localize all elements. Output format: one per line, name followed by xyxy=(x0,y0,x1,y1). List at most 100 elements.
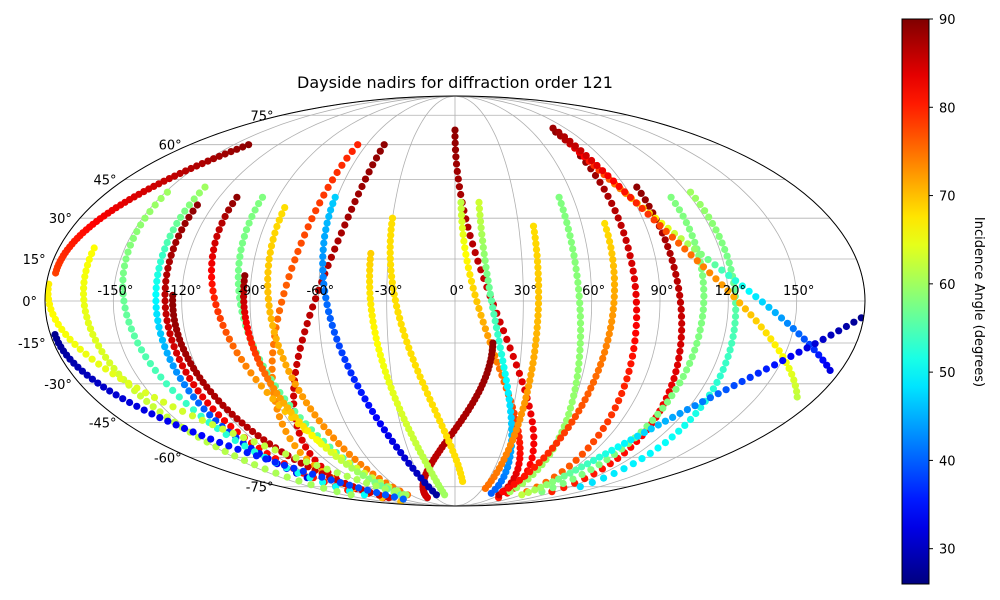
latitude-tick-label: 30° xyxy=(49,212,72,227)
nadir-point xyxy=(234,280,242,288)
nadir-point xyxy=(279,354,287,363)
nadir-point xyxy=(722,359,730,367)
nadir-point xyxy=(327,253,335,261)
nadir-point xyxy=(328,321,336,329)
nadir-point xyxy=(187,164,195,173)
nadir-point xyxy=(598,167,607,175)
nadir-point xyxy=(530,228,539,236)
nadir-point xyxy=(576,483,584,491)
nadir-point xyxy=(557,434,565,442)
nadir-point xyxy=(526,468,534,476)
latitude-tick-label: 15° xyxy=(23,253,46,268)
nadir-point xyxy=(525,382,533,390)
nadir-point xyxy=(518,491,526,499)
nadir-point xyxy=(372,414,380,422)
nadir-point xyxy=(95,342,103,350)
nadir-point xyxy=(698,312,707,320)
nadir-point xyxy=(405,459,413,467)
nadir-point xyxy=(357,388,365,397)
nadir-point xyxy=(623,375,631,383)
nadir-point xyxy=(457,211,466,219)
nadir-point xyxy=(681,421,689,429)
nadir-point xyxy=(451,139,459,147)
nadir-point xyxy=(601,219,609,228)
nadir-point xyxy=(388,214,397,222)
nadir-point xyxy=(163,271,171,279)
nadir-point xyxy=(726,346,734,354)
nadir-point xyxy=(285,367,293,375)
nadir-point xyxy=(677,340,685,348)
nadir-point xyxy=(592,372,600,380)
nadir-point xyxy=(423,494,431,502)
nadir-point xyxy=(632,321,640,330)
nadir-point xyxy=(200,405,208,413)
nadir-point xyxy=(682,219,691,227)
nadir-point xyxy=(297,239,305,247)
nadir-point xyxy=(234,266,243,274)
nadir-point xyxy=(686,359,694,367)
nadir-point xyxy=(516,449,524,458)
nadir-point xyxy=(464,264,472,272)
nadir-point xyxy=(165,258,173,266)
nadir-point xyxy=(571,142,580,150)
nadir-point xyxy=(274,315,282,323)
longitude-tick-label: -30° xyxy=(375,284,403,299)
nadir-point xyxy=(265,302,273,310)
nadir-point xyxy=(386,237,394,245)
nadir-point xyxy=(66,335,74,343)
nadir-point xyxy=(675,284,683,292)
nadir-point xyxy=(171,172,179,180)
nadir-point xyxy=(311,411,319,419)
nadir-point xyxy=(524,488,533,496)
nadir-point xyxy=(162,310,170,318)
nadir-point xyxy=(587,466,595,474)
nadir-point xyxy=(176,374,184,383)
nadir-point xyxy=(709,385,718,393)
nadir-point xyxy=(615,397,623,405)
nadir-point xyxy=(250,438,258,446)
nadir-point xyxy=(181,207,189,215)
nadir-point xyxy=(106,387,114,395)
nadir-point xyxy=(370,323,378,331)
nadir-point xyxy=(715,232,723,240)
nadir-point xyxy=(221,212,229,221)
nadir-point xyxy=(609,177,618,185)
nadir-point xyxy=(215,226,223,234)
nadir-point xyxy=(156,414,164,422)
nadir-point xyxy=(335,342,343,350)
nadir-point xyxy=(304,427,312,435)
nadir-point xyxy=(380,141,388,149)
nadir-point xyxy=(575,292,583,300)
nadir-point xyxy=(557,199,565,208)
nadir-point xyxy=(154,271,162,279)
nadir-point xyxy=(411,361,419,369)
nadir-point xyxy=(596,178,604,186)
colorbar-tick-label: 40 xyxy=(939,454,956,469)
nadir-point xyxy=(88,250,96,258)
nadir-point xyxy=(178,226,186,234)
nadir-point xyxy=(719,365,727,374)
nadir-point xyxy=(345,450,353,458)
nadir-point xyxy=(172,238,180,247)
nadir-point xyxy=(122,255,130,263)
nadir-point xyxy=(225,442,233,450)
nadir-point xyxy=(233,415,241,423)
nadir-point xyxy=(330,328,338,336)
axis-tick-labels: -150° -120° -90° -60° -30° 0° 30° 60° 90° 120° 150… xyxy=(18,109,814,495)
nadir-point xyxy=(320,239,328,247)
nadir-point xyxy=(229,429,237,437)
nadir-point xyxy=(296,344,304,352)
nadir-point xyxy=(512,361,521,369)
nadir-point xyxy=(507,407,515,416)
nadir-point xyxy=(354,190,363,198)
nadir-point xyxy=(255,200,263,208)
nadir-point xyxy=(127,325,135,333)
nadir-point xyxy=(574,366,582,374)
nadir-point xyxy=(239,143,247,151)
nadir-point xyxy=(466,232,474,240)
nadir-point xyxy=(569,245,577,253)
nadir-point xyxy=(544,449,552,457)
nadir-point xyxy=(482,263,490,271)
nadir-point xyxy=(565,410,573,418)
nadir-point xyxy=(119,283,127,291)
